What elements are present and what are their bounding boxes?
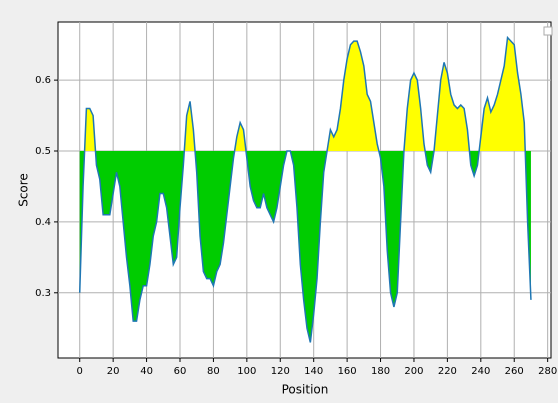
above-fill-group	[84, 37, 526, 152]
checkbox-icon[interactable]	[543, 26, 553, 36]
x-tick-label: 40	[140, 366, 153, 377]
x-tick-label: 240	[471, 366, 490, 377]
x-tick-label: 200	[404, 366, 423, 377]
x-tick-label: 120	[271, 366, 290, 377]
x-tick-label: 180	[371, 366, 390, 377]
below-fill-group	[79, 151, 531, 343]
x-tick-label: 100	[237, 366, 256, 377]
score-line	[78, 35, 532, 343]
x-tick-label: 280	[538, 366, 557, 377]
x-tick-label: 140	[304, 366, 323, 377]
y-tick-label: 0.5	[35, 146, 51, 157]
x-tick-label: 0	[77, 366, 83, 377]
x-tick-label: 260	[505, 366, 524, 377]
x-tick-label: 220	[438, 366, 457, 377]
x-tick-label: 80	[207, 366, 220, 377]
x-tick-label: 60	[174, 366, 187, 377]
y-tick-label: 0.4	[35, 217, 51, 228]
y-tick-label: 0.6	[35, 75, 51, 86]
x-axis-label: Position	[282, 383, 329, 397]
x-tick-label: 20	[107, 366, 120, 377]
y-axis-label: Score	[17, 173, 31, 207]
y-tick-label: 0.3	[35, 288, 51, 299]
below-fill	[79, 151, 531, 343]
x-tick-label: 160	[338, 366, 357, 377]
above-fill	[84, 37, 526, 152]
